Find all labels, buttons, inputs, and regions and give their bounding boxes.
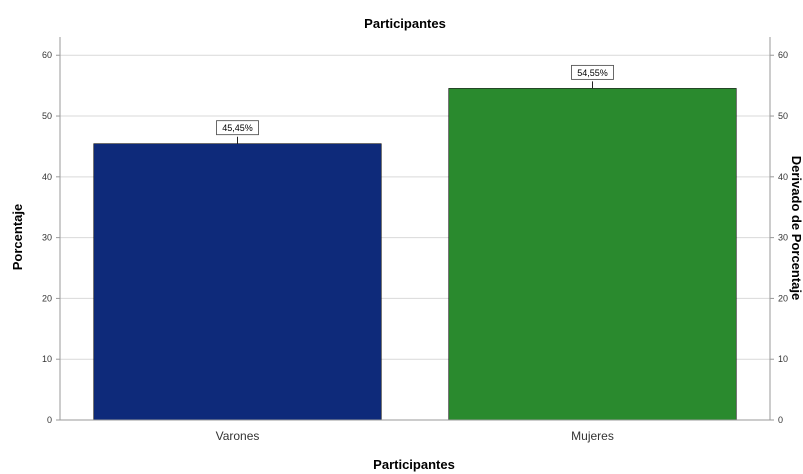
- y-tick-label: 40: [42, 172, 52, 182]
- data-label: 45,45%: [222, 123, 253, 133]
- y-tick-label: 20: [42, 293, 52, 303]
- bar: [448, 88, 737, 421]
- chart-title: Participantes: [364, 16, 446, 31]
- labels: 0 0 10 10 20 20 30 30 40 40 50 50 60 60 45,45% Varones 5…: [42, 50, 788, 443]
- category-label: Varones: [216, 429, 260, 443]
- axes: [56, 37, 774, 421]
- data-label-box: [216, 120, 259, 136]
- data-label-box: [571, 64, 614, 80]
- y2-axis-label: Derivado de Porcentaje: [789, 156, 803, 301]
- y-tick-label: 10: [42, 354, 52, 364]
- y-tick-label: 50: [42, 111, 52, 121]
- y2-tick-label: 60: [778, 50, 788, 60]
- x-axis-label: Participantes: [373, 457, 455, 472]
- y2-tick-label: 0: [778, 415, 783, 425]
- bar: [93, 143, 382, 421]
- y-tick-label: 0: [47, 415, 52, 425]
- y2-tick-label: 30: [778, 233, 788, 243]
- y2-tick-label: 50: [778, 111, 788, 121]
- bars: [93, 81, 737, 421]
- y2-tick-label: 40: [778, 172, 788, 182]
- y2-tick-label: 20: [778, 293, 788, 303]
- data-label: 54,55%: [577, 68, 608, 78]
- y-axis-label: Porcentaje: [10, 204, 25, 270]
- y2-tick-label: 10: [778, 354, 788, 364]
- y-tick-label: 60: [42, 50, 52, 60]
- y-tick-label: 30: [42, 233, 52, 243]
- category-label: Mujeres: [571, 429, 614, 443]
